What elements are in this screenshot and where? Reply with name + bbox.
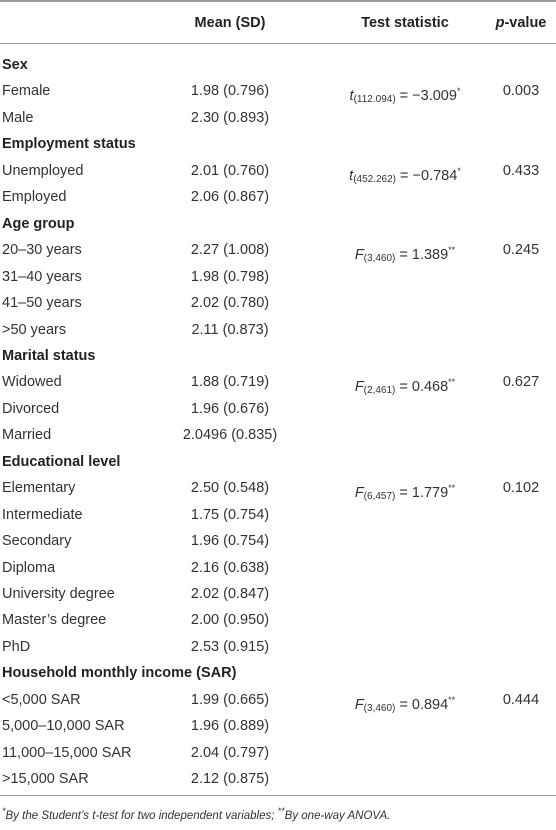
mean-sd-value: 1.88 (0.719)	[190, 374, 270, 391]
mean-sd-value: 2.27 (1.008)	[190, 242, 270, 259]
table-row: Master’s degree 2.00 (0.950)	[0, 607, 556, 633]
mean-sd-value: 1.98 (0.798)	[190, 268, 270, 285]
table-row: >15,000 SAR 2.12 (0.875)	[0, 766, 556, 792]
group-label: Household monthly income (SAR)	[2, 665, 237, 682]
header-test-statistic: Test statistic	[361, 15, 449, 31]
top-rule	[0, 0, 556, 2]
row-label: >50 years	[2, 321, 67, 338]
mean-sd-value: 1.96 (0.676)	[190, 400, 270, 417]
header-row: Mean (SD) Test statistic p-value	[0, 10, 556, 36]
group-label: Age group	[2, 215, 75, 232]
row-label: <5,000 SAR	[2, 691, 81, 708]
table-row: Divorced 1.96 (0.676)	[0, 396, 556, 422]
table-row: Employed 2.06 (0.867)	[0, 184, 556, 210]
p-value: 0.433	[502, 162, 540, 179]
group-header-row: Age group	[0, 211, 556, 237]
table-row: PhD 2.53 (0.915)	[0, 634, 556, 660]
mean-sd-value: 2.12 (0.875)	[190, 771, 270, 788]
row-label: Female	[2, 83, 51, 100]
row-label: 41–50 years	[2, 295, 82, 312]
mean-sd-value: 1.96 (0.889)	[190, 718, 270, 735]
table-row: University degree 2.02 (0.847)	[0, 581, 556, 607]
row-label: Married	[2, 427, 52, 444]
mean-sd-value: 2.02 (0.780)	[190, 295, 270, 312]
mean-sd-value: 2.01 (0.760)	[190, 162, 270, 179]
group-label: Employment status	[2, 136, 136, 153]
row-label: Male	[2, 109, 34, 126]
test-statistic-value: F(2,461) = 0.468**	[354, 377, 456, 397]
table-row: <5,000 SAR 1.99 (0.665) F(3,460) = 0.894**…	[0, 687, 556, 714]
test-statistic-value: F(6,457) = 1.779**	[354, 483, 456, 503]
group-header-row: Household monthly income (SAR)	[0, 660, 556, 686]
bottom-rule	[0, 795, 556, 796]
group-label: Marital status	[2, 347, 96, 364]
table-row: Male 2.30 (0.893)	[0, 105, 556, 131]
p-value: 0.444	[502, 691, 540, 708]
row-label: Unemployed	[2, 162, 84, 179]
row-label: Secondary	[2, 533, 72, 550]
table-row: >50 years 2.11 (0.873)	[0, 317, 556, 343]
mean-sd-value: 2.02 (0.847)	[190, 586, 270, 602]
table-row: Intermediate 1.75 (0.754)	[0, 502, 556, 528]
test-statistic-value: F(3,460) = 1.389**	[354, 245, 456, 264]
mean-sd-value: 2.16 (0.638)	[190, 559, 270, 576]
p-value: 0.245	[502, 242, 540, 259]
row-label: Widowed	[2, 374, 62, 391]
mean-sd-value: 1.99 (0.665)	[190, 691, 270, 708]
table-row: Secondary 1.96 (0.754)	[0, 528, 556, 554]
mean-sd-value: 2.00 (0.950)	[190, 612, 270, 629]
mean-sd-value: 1.75 (0.754)	[190, 506, 270, 523]
row-label: Employed	[2, 189, 67, 206]
mean-sd-value: 2.0496 (0.835)	[182, 427, 278, 444]
table-row: Unemployed 2.01 (0.760) t(452.262) = −0.78…	[0, 158, 556, 185]
table-row: Married 2.0496 (0.835)	[0, 422, 556, 448]
header-rule	[0, 43, 556, 44]
table-row: Widowed 1.88 (0.719) F(2,461) = 0.468** 0.6…	[0, 369, 556, 396]
row-label: Diploma	[2, 559, 56, 576]
table-row: Diploma 2.16 (0.638)	[0, 555, 556, 581]
row-label: 11,000–15,000 SAR	[2, 744, 132, 761]
group-header-row: Educational level	[0, 449, 556, 475]
group-header-row: Marital status	[0, 343, 556, 369]
mean-sd-value: 2.30 (0.893)	[190, 109, 270, 126]
table-footnote: *By the Student’s t-test for two indepen…	[2, 806, 391, 822]
table-row: 20–30 years 2.27 (1.008) F(3,460) = 1.389*…	[0, 237, 556, 264]
row-label: Elementary	[2, 480, 76, 497]
test-statistic-value: t(452.262) = −0.784*	[349, 165, 461, 185]
group-header-row: Employment status	[0, 131, 556, 157]
row-label: University degree	[2, 586, 115, 602]
row-label: PhD	[2, 638, 31, 655]
table-row: 31–40 years 1.98 (0.798)	[0, 264, 556, 290]
header-mean-sd: Mean (SD)	[194, 15, 266, 31]
group-label: Sex	[2, 57, 28, 73]
p-value: 0.003	[502, 83, 540, 100]
row-label: Intermediate	[2, 506, 83, 523]
group-label: Educational level	[2, 453, 121, 470]
group-header-row: Sex	[0, 52, 556, 78]
row-label: 20–30 years	[2, 242, 82, 259]
mean-sd-value: 2.06 (0.867)	[190, 189, 270, 206]
table-row: Elementary 2.50 (0.548) F(6,457) = 1.779**…	[0, 475, 556, 502]
p-value: 0.627	[502, 374, 540, 391]
row-label: 31–40 years	[2, 268, 82, 285]
table-row: 41–50 years 2.02 (0.780)	[0, 290, 556, 316]
row-label: Divorced	[2, 400, 60, 417]
row-label: Master’s degree	[2, 612, 107, 629]
table-row: Female 1.98 (0.796) t(112.094) = −3.009* 0.…	[0, 78, 556, 105]
test-statistic-value: t(112.094) = −3.009*	[349, 86, 461, 106]
mean-sd-value: 1.98 (0.796)	[190, 83, 270, 100]
table-row: 11,000–15,000 SAR 2.04 (0.797)	[0, 740, 556, 766]
header-p-value: p-value	[495, 15, 547, 31]
test-statistic-value: F(3,460) = 0.894**	[354, 694, 456, 714]
mean-sd-value: 1.96 (0.754)	[190, 533, 270, 550]
mean-sd-value: 2.53 (0.915)	[190, 638, 270, 655]
mean-sd-value: 2.04 (0.797)	[190, 744, 270, 761]
row-label: 5,000–10,000 SAR	[2, 718, 125, 735]
table-row: 5,000–10,000 SAR 1.96 (0.889)	[0, 713, 556, 739]
mean-sd-value: 2.11 (0.873)	[191, 321, 269, 338]
p-value: 0.102	[502, 480, 540, 497]
row-label: >15,000 SAR	[2, 771, 89, 788]
mean-sd-value: 2.50 (0.548)	[190, 480, 270, 497]
